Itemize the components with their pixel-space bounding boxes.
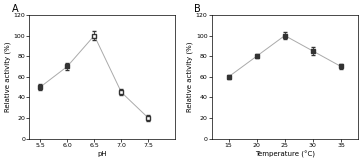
X-axis label: Temperature (°C): Temperature (°C) — [255, 151, 315, 158]
Y-axis label: Relative activity (%): Relative activity (%) — [186, 42, 193, 112]
Y-axis label: Relative activity (%): Relative activity (%) — [4, 42, 10, 112]
Text: B: B — [194, 4, 201, 14]
X-axis label: pH: pH — [98, 151, 107, 157]
Text: A: A — [12, 4, 18, 14]
